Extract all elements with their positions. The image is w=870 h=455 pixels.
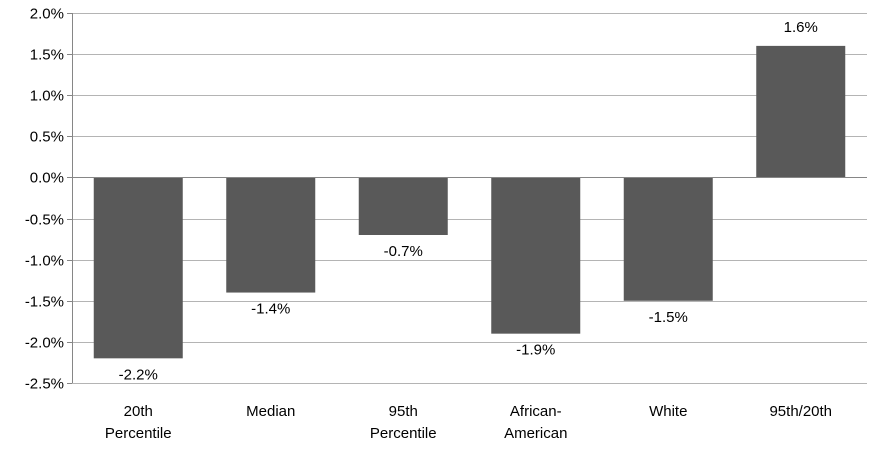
y-tick-label: -2.5% bbox=[25, 376, 64, 393]
bar bbox=[358, 177, 448, 235]
y-tick-label: -0.5% bbox=[25, 212, 64, 229]
data-label: -2.2% bbox=[119, 366, 158, 383]
data-label: 1.6% bbox=[784, 19, 818, 36]
bar bbox=[623, 177, 713, 301]
x-tick-label: American bbox=[504, 425, 567, 442]
data-label: -1.4% bbox=[251, 301, 290, 318]
labels: 2.0% 1.5% 1.0% 0.5% 0.0% -0.5% -1.0% -1.5% -2.0%… bbox=[25, 6, 832, 443]
x-tick-label: Percentile bbox=[105, 425, 172, 442]
data-label: -1.9% bbox=[516, 342, 555, 359]
x-tick-label: Median bbox=[246, 403, 295, 420]
x-tick-label: African- bbox=[510, 403, 562, 420]
y-tick-label: 0.0% bbox=[30, 170, 64, 187]
y-tick-label: -2.0% bbox=[25, 335, 64, 352]
bar bbox=[93, 177, 183, 359]
bar bbox=[226, 177, 316, 293]
axes bbox=[67, 13, 867, 384]
x-tick-label: White bbox=[649, 403, 687, 420]
y-tick-label: 2.0% bbox=[30, 6, 64, 23]
y-tick-label: 1.0% bbox=[30, 88, 64, 105]
y-tick-label: 0.5% bbox=[30, 129, 64, 146]
x-tick-label: 95th/20th bbox=[769, 403, 832, 420]
bar bbox=[491, 177, 581, 334]
bars bbox=[93, 45, 846, 359]
x-tick-label: 95th bbox=[389, 403, 418, 420]
data-label: -0.7% bbox=[384, 243, 423, 260]
x-tick-label: Percentile bbox=[370, 425, 437, 442]
y-tick-label: -1.5% bbox=[25, 294, 64, 311]
y-tick-label: 1.5% bbox=[30, 47, 64, 64]
data-label: -1.5% bbox=[649, 309, 688, 326]
gridlines bbox=[72, 13, 867, 384]
bar bbox=[756, 45, 846, 178]
y-tick-label: -1.0% bbox=[25, 253, 64, 270]
x-tick-label: 20th bbox=[124, 403, 153, 420]
